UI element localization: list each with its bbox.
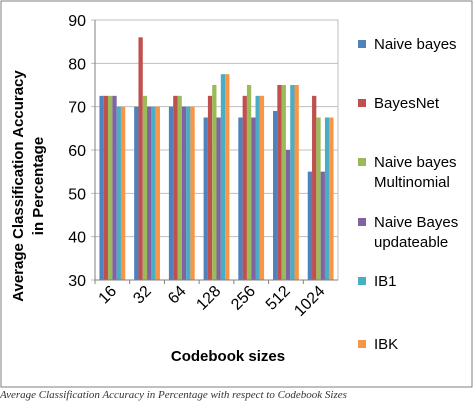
legend-swatch: [358, 40, 366, 48]
bar: [285, 150, 291, 280]
y-tick-label: 30: [68, 273, 86, 290]
bar: [151, 106, 156, 281]
bar: [103, 95, 109, 280]
bar: [120, 106, 126, 281]
bar: [186, 106, 191, 281]
bar: [181, 106, 187, 281]
bar: [238, 117, 243, 280]
bar: [216, 117, 221, 280]
legend-label: Multinomial: [374, 174, 450, 191]
bar: [251, 117, 256, 280]
y-tick-label: 70: [68, 100, 86, 117]
legend-label: Naive bayes: [374, 154, 457, 171]
bar: [225, 74, 230, 281]
legend-label: Naive bayes: [374, 36, 457, 53]
bar: [242, 95, 247, 280]
legend-swatch: [358, 340, 366, 348]
bar: [108, 95, 113, 280]
bar: [207, 95, 213, 280]
bar: [138, 37, 143, 281]
bar: [112, 95, 117, 280]
bar: [324, 117, 330, 280]
figure-caption: Average Classification Accuracy in Perce…: [0, 390, 347, 401]
bar: [316, 117, 321, 280]
bar: [116, 106, 121, 281]
chart-frame: 30 40 50 60 70 80 90 16 32 64 128 256 512 1024 Codebo…: [0, 0, 473, 388]
bar: [246, 85, 252, 280]
bar: [320, 171, 325, 280]
bar: [173, 95, 178, 280]
bar: [147, 106, 152, 281]
legend-swatch: [358, 99, 366, 107]
bar: [273, 111, 278, 280]
y-axis-title-line2: in Percentage: [30, 137, 47, 235]
bar: [168, 106, 174, 281]
bar: [155, 106, 160, 281]
y-tick-label: 50: [68, 186, 86, 203]
bar: [190, 106, 195, 281]
bar: [281, 85, 286, 280]
y-axis-title-line1: Average Classification Accuracy: [10, 70, 27, 302]
y-tick-label: 80: [68, 56, 86, 73]
legend-label: Naive Bayes: [374, 214, 458, 231]
bar: [307, 171, 313, 280]
legend-swatch: [358, 158, 366, 166]
x-axis-title: Codebook sizes: [171, 348, 285, 365]
y-tick-label: 40: [68, 230, 86, 247]
bars: [99, 37, 334, 281]
bar: [134, 106, 139, 281]
bar: [312, 95, 317, 280]
y-tick-label: 90: [68, 13, 86, 30]
legend-label: IB1: [374, 273, 397, 290]
legend-label: IBK: [374, 336, 398, 353]
bar: [142, 95, 148, 280]
legend-label: BayesNet: [374, 95, 440, 112]
legend-label: updateable: [374, 234, 448, 251]
bar: [329, 117, 334, 280]
bar: [259, 95, 265, 280]
bar: [177, 95, 182, 280]
bar: [99, 95, 104, 280]
bar: [255, 95, 260, 280]
y-tick-label: 60: [68, 143, 86, 160]
bar: [277, 85, 282, 280]
legend: Naive bayes BayesNet Naive bayes Multinomia…: [358, 36, 458, 353]
bar: [203, 117, 208, 280]
bar: [212, 85, 217, 280]
bar: [294, 85, 299, 280]
legend-swatch: [358, 277, 366, 285]
legend-swatch: [358, 218, 366, 226]
bar: [220, 74, 226, 281]
bar: [290, 85, 295, 280]
